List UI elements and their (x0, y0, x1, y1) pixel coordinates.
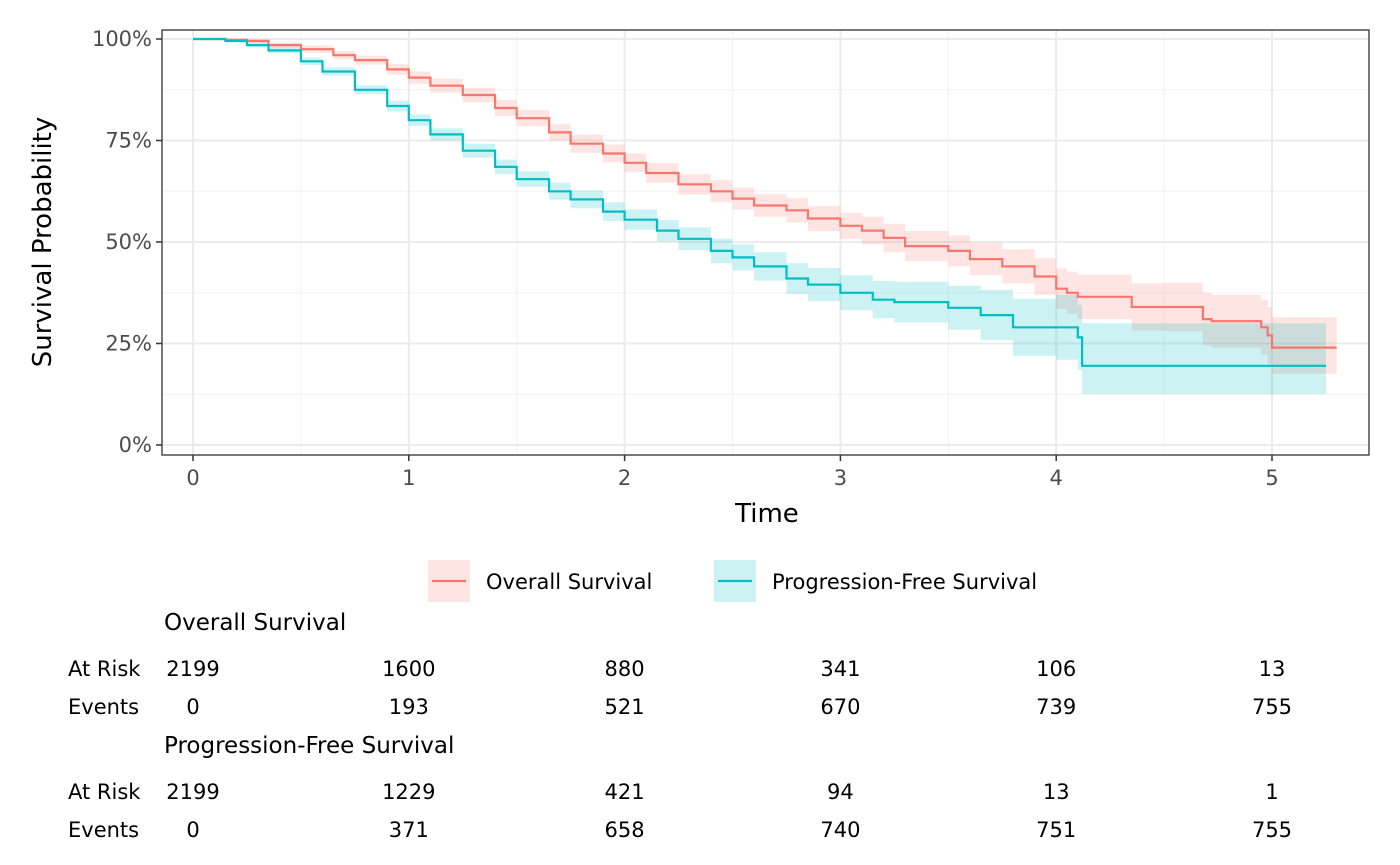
risk-table-cell: 2199 (166, 780, 219, 804)
risk-table-cell: 94 (827, 780, 854, 804)
risk-table-cell: 13 (1043, 780, 1070, 804)
risk-table-group: Overall Survival At Risk 2199 1600 880 341 106… (68, 610, 1292, 719)
x-tick-label: 5 (1265, 466, 1278, 490)
risk-table-cell: 1600 (382, 657, 435, 681)
y-tick-label: 100% (92, 27, 152, 51)
risk-table-cell: 0 (186, 695, 199, 719)
legend: Overall Survival Progression-Free Surviva… (428, 560, 1037, 602)
risk-table-cell: 13 (1259, 657, 1286, 681)
risk-table-row-label: At Risk (68, 657, 141, 681)
risk-table-cell: 1 (1265, 780, 1278, 804)
risk-table-cell: 755 (1252, 695, 1292, 719)
risk-table-cell: 2199 (166, 657, 219, 681)
risk-table-cell: 880 (605, 657, 645, 681)
x-tick-label: 3 (834, 466, 847, 490)
risk-table-group-title: Progression-Free Survival (164, 733, 454, 759)
legend-label: Progression-Free Survival (772, 570, 1037, 594)
risk-table-group: Progression-Free Survival At Risk 2199 1229… (68, 733, 1292, 842)
risk-table-cell: 1229 (382, 780, 435, 804)
risk-table-cell: 341 (820, 657, 860, 681)
risk-table-row-label: Events (68, 695, 139, 719)
risk-table-row-label: At Risk (68, 780, 141, 804)
risk-table-cell: 739 (1036, 695, 1076, 719)
risk-table-cell: 0 (186, 818, 199, 842)
risk-table-cell: 106 (1036, 657, 1076, 681)
x-axis-title: Time (734, 499, 799, 529)
y-axis-title: Survival Probability (28, 117, 58, 368)
risk-table-row: At Risk 2199 1600 880 341 106 13 (68, 657, 1285, 681)
risk-table-cell: 193 (389, 695, 429, 719)
curve-overall-survival (193, 37, 1337, 349)
curve-progression-free-survival (193, 37, 1326, 367)
risk-table-row: At Risk 2199 1229 421 94 13 1 (68, 780, 1279, 804)
y-axis: 0% 25% 50% 75% 100% (92, 27, 162, 457)
risk-table-group-title: Overall Survival (164, 610, 346, 636)
x-tick-label: 4 (1050, 466, 1063, 490)
x-tick-label: 0 (186, 466, 199, 490)
risk-table-cell: 371 (389, 818, 429, 842)
risk-table-cell: 658 (605, 818, 645, 842)
x-axis: 0 1 2 3 4 5 (186, 455, 1279, 490)
x-tick-label: 2 (618, 466, 631, 490)
confidence-band-progression-free-survival (193, 39, 1326, 395)
x-tick-label: 1 (402, 466, 415, 490)
y-tick-label: 0% (119, 433, 152, 457)
risk-table-cell: 740 (820, 818, 860, 842)
risk-table-row: Events 0 371 658 740 751 755 (68, 818, 1292, 842)
y-tick-label: 50% (105, 230, 152, 254)
legend-item: Overall Survival (428, 560, 652, 602)
risk-table-row: Events 0 193 521 670 739 755 (68, 695, 1292, 719)
risk-table-cell: 670 (820, 695, 860, 719)
risk-table-cell: 751 (1036, 818, 1076, 842)
survival-curves (193, 37, 1337, 367)
y-tick-label: 75% (105, 129, 152, 153)
risk-table-row-label: Events (68, 818, 139, 842)
risk-table-cell: 421 (605, 780, 645, 804)
legend-item: Progression-Free Survival (714, 560, 1037, 602)
legend-label: Overall Survival (486, 570, 652, 594)
risk-table-cell: 755 (1252, 818, 1292, 842)
risk-table-cell: 521 (605, 695, 645, 719)
y-tick-label: 25% (105, 332, 152, 356)
